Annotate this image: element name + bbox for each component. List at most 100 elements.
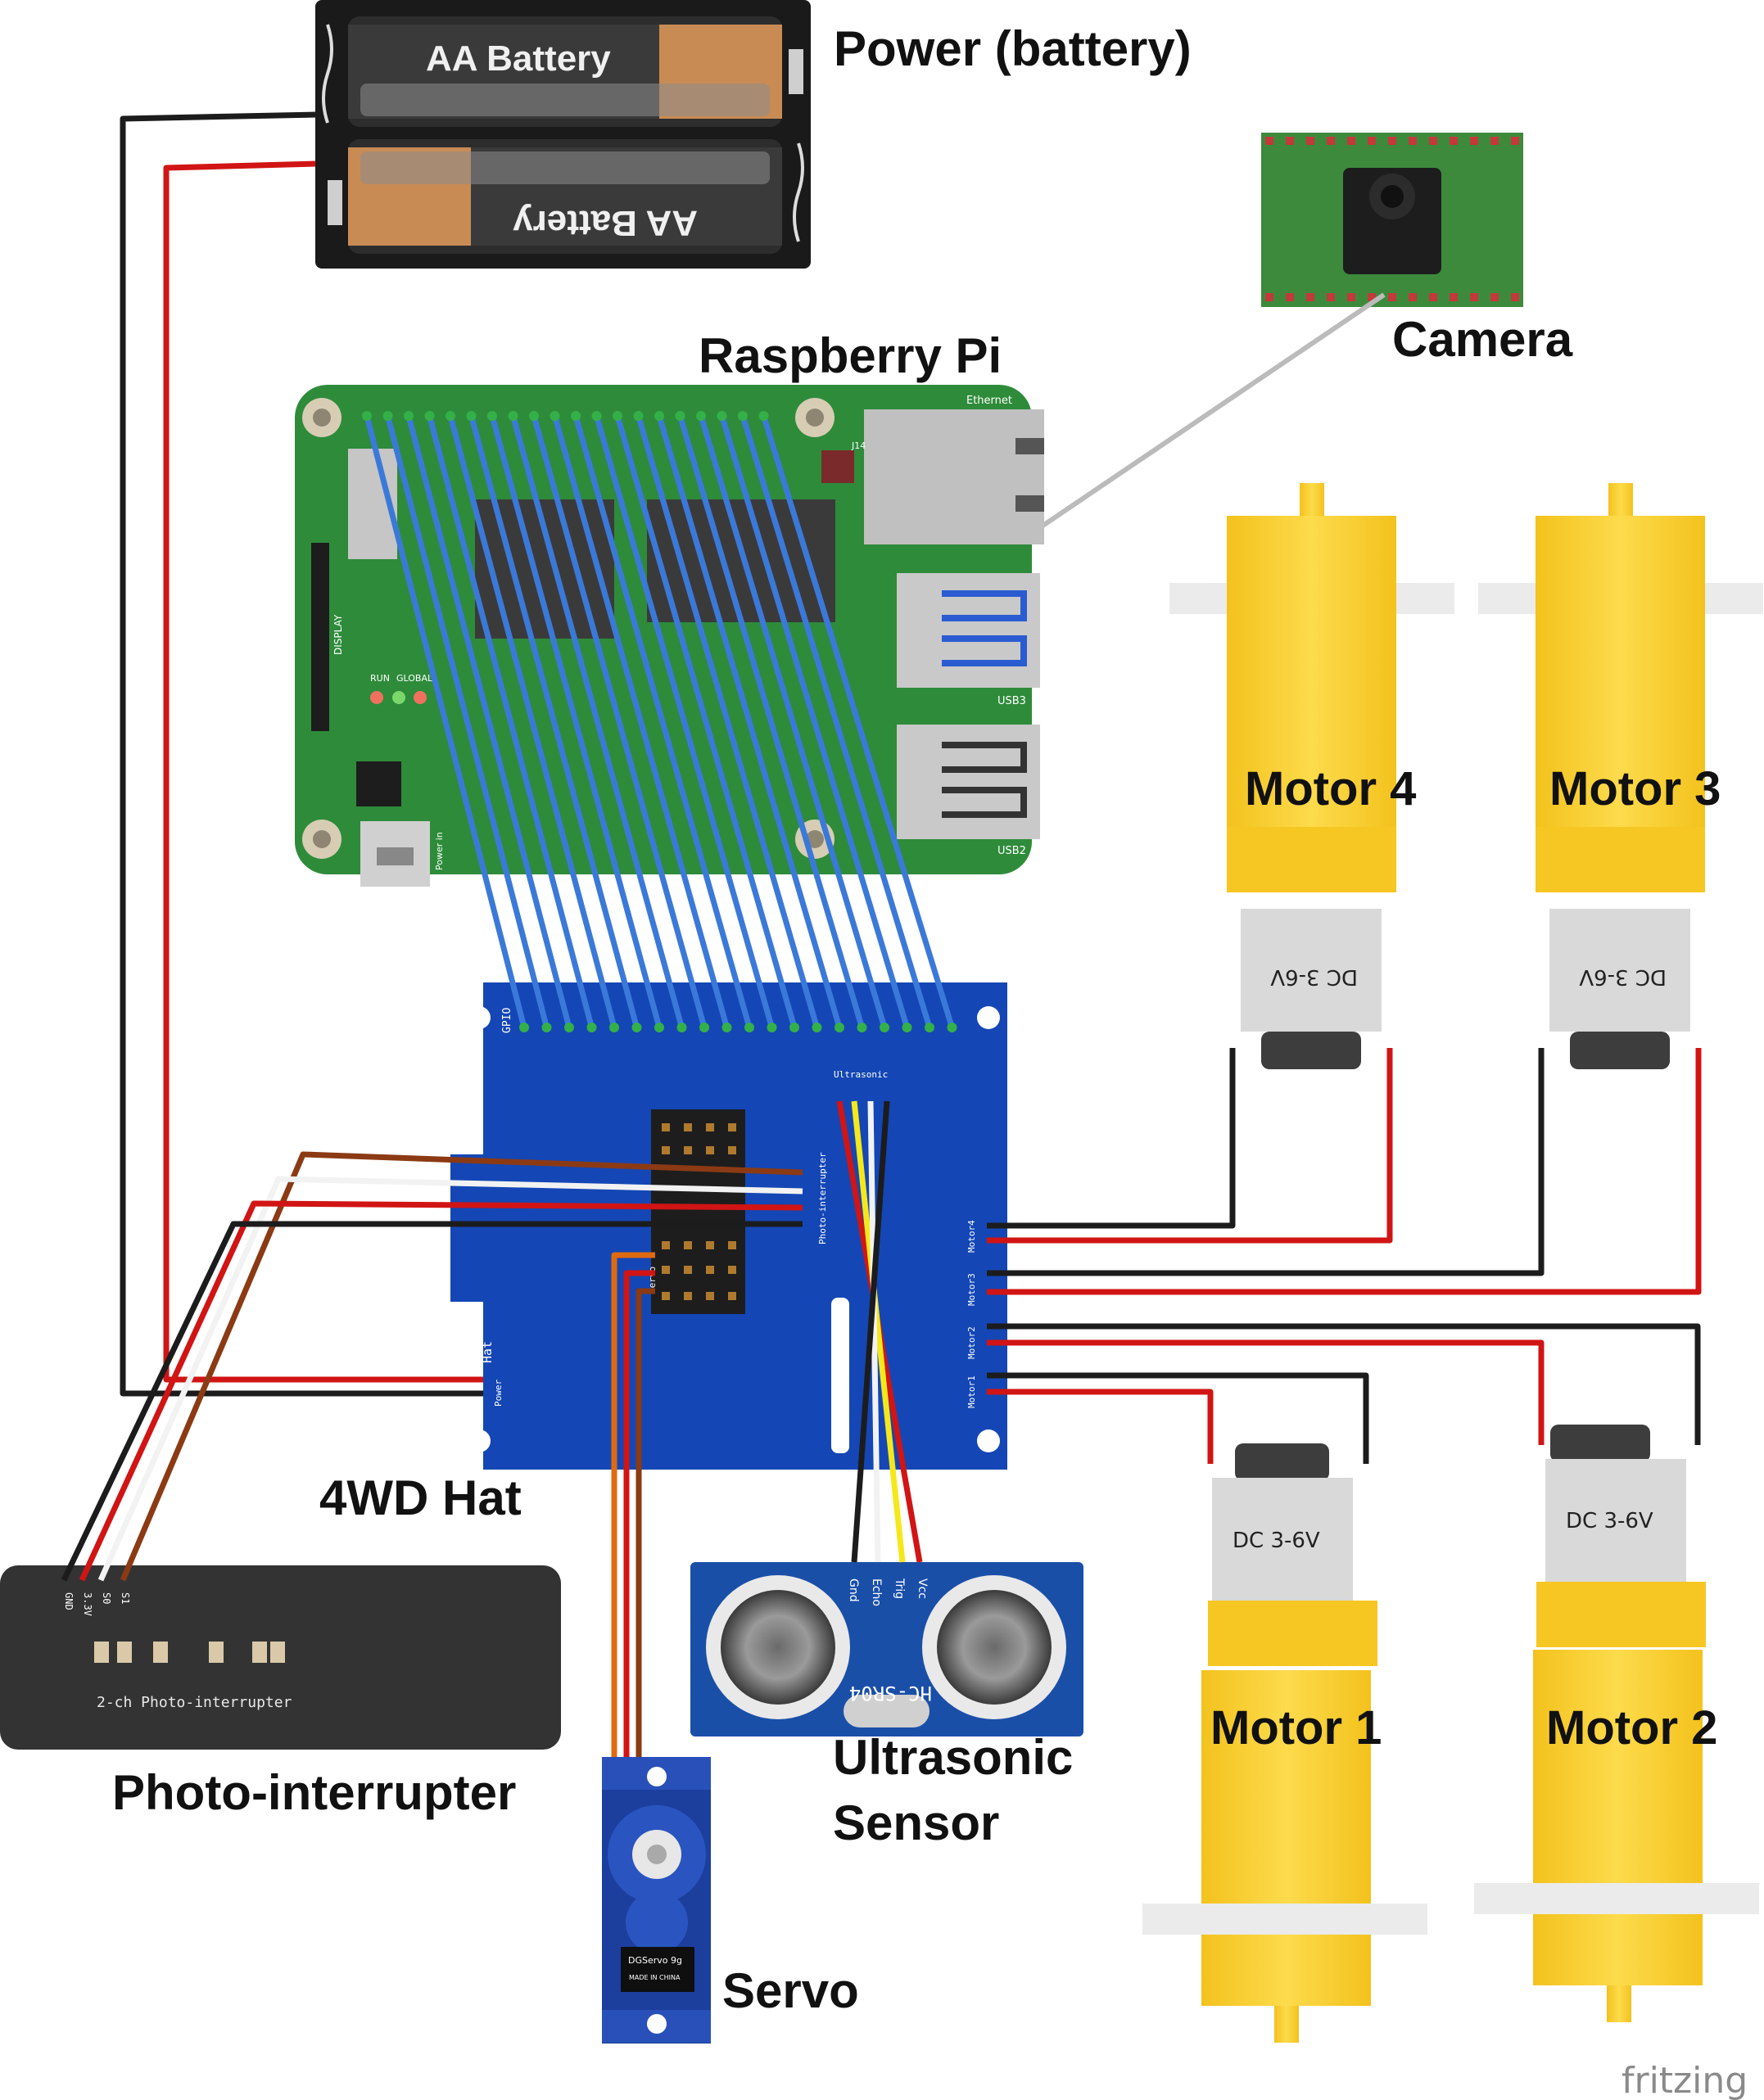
battery-pack — [315, 0, 811, 269]
motor3-rating: DC 3-6V — [1579, 964, 1667, 989]
hat-power-label: Power — [493, 1380, 504, 1407]
gpio-wire — [364, 415, 527, 1028]
hat-photo-interrupter-label: Photo-interrupter — [817, 1152, 828, 1244]
gpio-pin — [654, 1023, 664, 1032]
gpio-pin — [519, 1023, 529, 1032]
raspberry-pi-label: Raspberry Pi — [699, 328, 1002, 383]
us-yellow-wire — [851, 1100, 906, 1563]
gpio-wire — [614, 415, 798, 1028]
fritzing-logo: fritzing — [1622, 2060, 1748, 2100]
gpio-wire — [719, 414, 910, 1029]
motor4-rating: DC 3-6V — [1270, 964, 1358, 989]
photo-pin-label: S0 — [101, 1592, 112, 1604]
gpio-wire — [677, 415, 865, 1028]
gpio-pin — [613, 411, 622, 421]
servo-origin-label: MADE IN CHINA — [629, 1974, 681, 1981]
gpio-pin — [508, 411, 518, 421]
ultrasonic-pin-label: Trig — [893, 1578, 906, 1599]
gpio-pin — [564, 1023, 574, 1032]
motor4-black-wire — [987, 1048, 1236, 1229]
gpio-pin — [382, 411, 393, 421]
gpio-pin — [404, 411, 414, 421]
gpio-ribbon — [362, 411, 957, 1032]
gpio-pin — [812, 1023, 822, 1032]
pi-ethernet-label: Ethernet — [966, 395, 1012, 407]
gpio-pin — [880, 1023, 889, 1032]
motor2-red-wire — [987, 1339, 1545, 1445]
photo-pin-label: S1 — [120, 1592, 131, 1604]
gpio-pin — [586, 1023, 597, 1032]
gpio-wire — [572, 415, 753, 1028]
photo-red-wire — [79, 1200, 803, 1582]
pi-power-in-label: Power in — [434, 832, 445, 870]
ultrasonic-label-line2: Sensor — [833, 1795, 999, 1850]
motor-4 — [1169, 483, 1454, 1069]
gpio-wire — [531, 415, 708, 1028]
gpio-wire — [552, 415, 730, 1028]
ultrasonic-pin-label: Gnd — [847, 1578, 860, 1602]
gpio-pin — [675, 411, 685, 421]
hat-gpio-label: GPIO — [501, 1008, 513, 1033]
wires — [61, 111, 1702, 1757]
gpio-wire — [594, 415, 775, 1028]
gpio-pin — [758, 411, 769, 421]
gpio-pin — [541, 1023, 552, 1032]
power-battery-label: Power (battery) — [834, 21, 1192, 76]
gpio-wire — [761, 414, 955, 1029]
pi-usb3-label: USB3 — [997, 695, 1026, 707]
pi-j14-label: J14 — [851, 440, 866, 451]
pi-global-label: GLOBAL — [396, 673, 433, 684]
photo-black-wire — [61, 1221, 803, 1582]
motor3-red-wire — [987, 1048, 1702, 1295]
gpio-wire — [468, 415, 640, 1028]
us-black-wire — [851, 1100, 890, 1563]
motor-3 — [1478, 483, 1763, 1069]
gpio-pin — [446, 411, 455, 421]
hat-board-label-line2: Hat — [480, 1341, 495, 1363]
gpio-wire — [698, 414, 888, 1029]
servo-label: Servo — [722, 1963, 859, 2018]
ultrasonic-model-label: HC-SR04 — [849, 1682, 932, 1705]
motor1-red-wire — [987, 1389, 1214, 1464]
gpio-pin — [609, 1023, 619, 1032]
gpio-pin — [529, 411, 539, 421]
gpio-pin — [487, 411, 497, 421]
ultrasonic-sensor-board — [690, 1562, 1083, 1736]
photo-pin-labels: GND 3.3V S0 S1 — [63, 1592, 131, 1616]
motor-3-label: Motor 3 — [1549, 762, 1721, 815]
motor-1 — [1142, 1443, 1427, 2043]
gpio-pin — [721, 1023, 732, 1032]
gpio-wire — [510, 415, 685, 1028]
hat-motor2-label: Motor2 — [966, 1326, 977, 1359]
servo-orange-wire — [611, 1252, 655, 1757]
gpio-pin — [925, 1023, 934, 1032]
camera-module — [1261, 133, 1523, 307]
servo-red-wire — [623, 1270, 655, 1757]
pi-run-label: RUN — [370, 673, 390, 684]
gpio-pin — [744, 1023, 754, 1032]
hat-label: 4WD Hat — [319, 1470, 522, 1525]
motor4-red-wire — [987, 1048, 1393, 1244]
motor-4-label: Motor 4 — [1245, 762, 1416, 815]
gpio-wire — [635, 415, 820, 1028]
gpio-pin — [857, 1023, 867, 1032]
hat-ultrasonic-label: Ultrasonic — [834, 1069, 888, 1080]
photo-brown-wire — [120, 1151, 803, 1582]
photo-interrupter-label: Photo-interrupter — [112, 1765, 516, 1820]
gpio-wire — [427, 415, 595, 1028]
photo-interrupter-board — [0, 1565, 561, 1750]
gpio-pin — [424, 411, 435, 421]
gpio-pin — [591, 411, 602, 421]
motor-1-label: Motor 1 — [1210, 1701, 1382, 1755]
gpio-pin — [362, 411, 372, 421]
gpio-wire — [656, 415, 843, 1028]
photo-white-wire — [97, 1176, 803, 1582]
gpio-pin — [902, 1023, 912, 1032]
battery-cell-label: AA Battery — [426, 38, 611, 79]
servo-motor — [602, 1757, 711, 2044]
battery-red-wire — [163, 160, 483, 1383]
motor1-black-wire — [987, 1372, 1369, 1464]
battery-black-wire — [120, 111, 483, 1397]
hat-motor4-label: Motor4 — [966, 1220, 977, 1253]
gpio-wire — [447, 415, 617, 1028]
